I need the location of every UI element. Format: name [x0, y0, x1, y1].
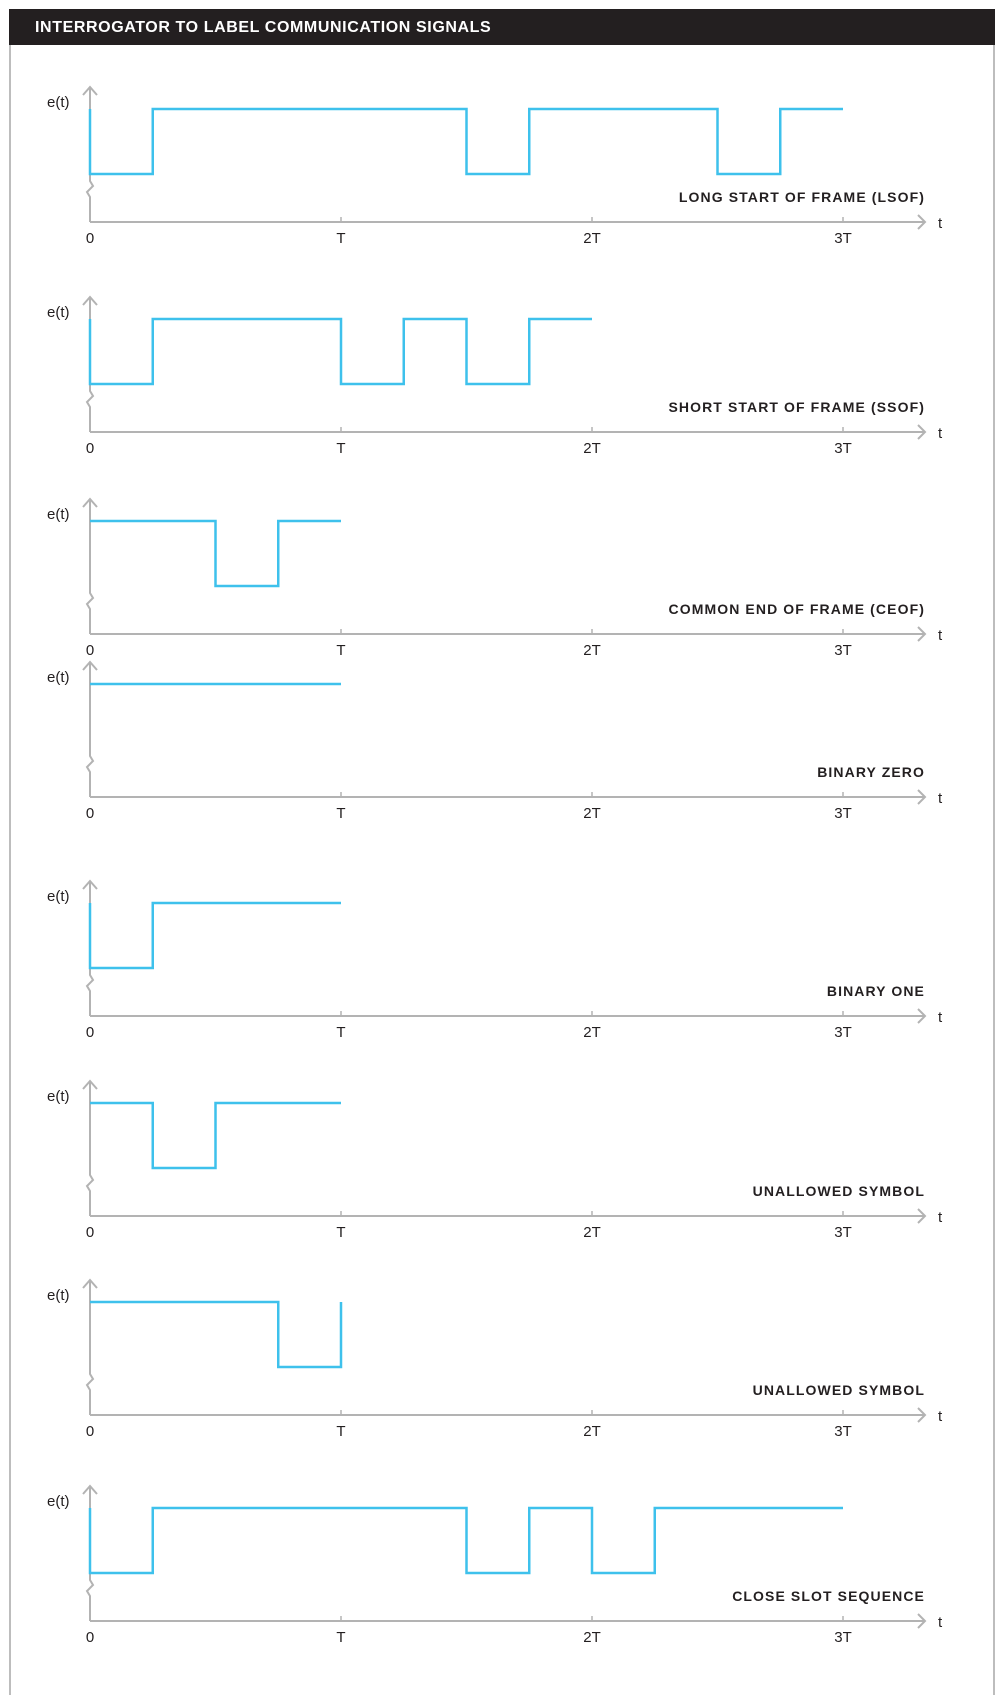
y-axis-arrow-icon [82, 1484, 98, 1495]
header-bar: INTERROGATOR TO LABEL COMMUNICATION SIGN… [9, 9, 995, 45]
tick-label: 2T [583, 440, 601, 457]
tick-label: 0 [86, 1629, 94, 1646]
x-axis-label: t [938, 1614, 943, 1631]
tick-label: 0 [86, 230, 94, 247]
tick-label: 2T [583, 805, 601, 822]
diagram-title: UNALLOWED SYMBOL [753, 1183, 925, 1199]
x-axis-arrow-icon [917, 214, 927, 230]
tick-label: 3T [834, 1629, 852, 1646]
y-axis-arrow-icon [82, 660, 98, 671]
diagram-5: 0 T 2T 3T e(t) t BINARY ONE [47, 879, 943, 1041]
signal-waveform [90, 1300, 343, 1369]
y-axis [85, 499, 95, 634]
diagram-title: SHORT START OF FRAME (SSOF) [668, 399, 925, 415]
tick-label: T [336, 1024, 345, 1041]
x-axis-label: t [938, 1009, 943, 1026]
y-axis [85, 1081, 95, 1216]
x-axis-arrow-icon [917, 1008, 927, 1024]
y-axis-label: e(t) [47, 94, 70, 111]
tick-label: 2T [583, 1224, 601, 1241]
tick-label: T [336, 1224, 345, 1241]
y-axis [85, 662, 95, 797]
tick-label: 2T [583, 1423, 601, 1440]
tick-label: T [336, 1423, 345, 1440]
tick-label: 3T [834, 642, 852, 659]
signal-waveform [88, 107, 843, 176]
x-axis-arrow-icon [917, 1613, 927, 1629]
tick-label: T [336, 230, 345, 247]
y-axis [85, 1280, 95, 1415]
figure-title: INTERROGATOR TO LABEL COMMUNICATION SIGN… [35, 19, 492, 36]
x-axis-label: t [938, 790, 943, 807]
tick-label: T [336, 1629, 345, 1646]
tick-label: 2T [583, 1024, 601, 1041]
y-axis-arrow-icon [82, 879, 98, 890]
y-axis-arrow-icon [82, 85, 98, 96]
diagram-7: 0 T 2T 3T e(t) t UNALLOWED SYMBOL [47, 1278, 943, 1440]
y-axis-label: e(t) [47, 669, 70, 686]
diagram-title: LONG START OF FRAME (LSOF) [679, 189, 925, 205]
x-axis-arrow-icon [917, 1407, 927, 1423]
signal-waveform [88, 317, 592, 386]
tick-label: T [336, 642, 345, 659]
y-axis-label: e(t) [47, 506, 70, 523]
diagram-title: UNALLOWED SYMBOL [753, 1382, 925, 1398]
tick-label: 0 [86, 1224, 94, 1241]
tick-label: T [336, 805, 345, 822]
diagram-title: COMMON END OF FRAME (CEOF) [669, 601, 925, 617]
diagram-6: 0 T 2T 3T e(t) t UNALLOWED SYMBOL [47, 1079, 943, 1241]
tick-label: 0 [86, 1024, 94, 1041]
tick-label: 0 [86, 805, 94, 822]
tick-label: 3T [834, 1423, 852, 1440]
y-axis-arrow-icon [82, 1278, 98, 1289]
y-axis-arrow-icon [82, 497, 98, 508]
x-axis-arrow-icon [917, 424, 927, 440]
signal-waveform [90, 1101, 341, 1170]
tick-label: 0 [86, 1423, 94, 1440]
diagram-title: CLOSE SLOT SEQUENCE [732, 1588, 925, 1604]
tick-label: 3T [834, 230, 852, 247]
y-axis-label: e(t) [47, 888, 70, 905]
diagram-title: BINARY ONE [827, 983, 925, 999]
x-axis-label: t [938, 1408, 943, 1425]
tick-label: 3T [834, 1024, 852, 1041]
x-axis-label: t [938, 215, 943, 232]
tick-label: 3T [834, 1224, 852, 1241]
tick-label: 3T [834, 805, 852, 822]
diagram-1: 0 T 2T 3T e(t) t LONG START OF FRAME (LSOF) [47, 85, 943, 247]
x-axis-label: t [938, 627, 943, 644]
diagram-title: BINARY ZERO [817, 764, 925, 780]
x-axis-arrow-icon [917, 1208, 927, 1224]
tick-label: 2T [583, 642, 601, 659]
diagram-8: 0 T 2T 3T e(t) t CLOSE SLOT SEQUENCE [47, 1484, 943, 1646]
x-axis-arrow-icon [917, 626, 927, 642]
tick-label: 2T [583, 1629, 601, 1646]
x-axis-arrow-icon [917, 789, 927, 805]
diagram-3: 0 T 2T 3T e(t) t COMMON END OF FRAME (CEOF) [47, 497, 943, 659]
x-axis-label: t [938, 425, 943, 442]
diagram-panel [9, 45, 995, 1695]
tick-label: 0 [86, 440, 94, 457]
x-axis-label: t [938, 1209, 943, 1226]
y-axis-label: e(t) [47, 1493, 70, 1510]
signal-waveform [88, 1506, 843, 1575]
diagram-2: 0 T 2T 3T e(t) t SHORT START OF FRAME (SSOF) [47, 295, 943, 457]
y-axis-arrow-icon [82, 295, 98, 306]
diagram-4: 0 T 2T 3T e(t) t BINARY ZERO [47, 660, 943, 822]
signal-waveform [90, 519, 341, 588]
tick-label: T [336, 440, 345, 457]
y-axis-label: e(t) [47, 1287, 70, 1304]
y-axis-label: e(t) [47, 1088, 70, 1105]
tick-label: 2T [583, 230, 601, 247]
tick-label: 3T [834, 440, 852, 457]
tick-label: 0 [86, 642, 94, 659]
signal-waveform [88, 901, 341, 970]
y-axis-arrow-icon [82, 1079, 98, 1090]
y-axis-label: e(t) [47, 304, 70, 321]
